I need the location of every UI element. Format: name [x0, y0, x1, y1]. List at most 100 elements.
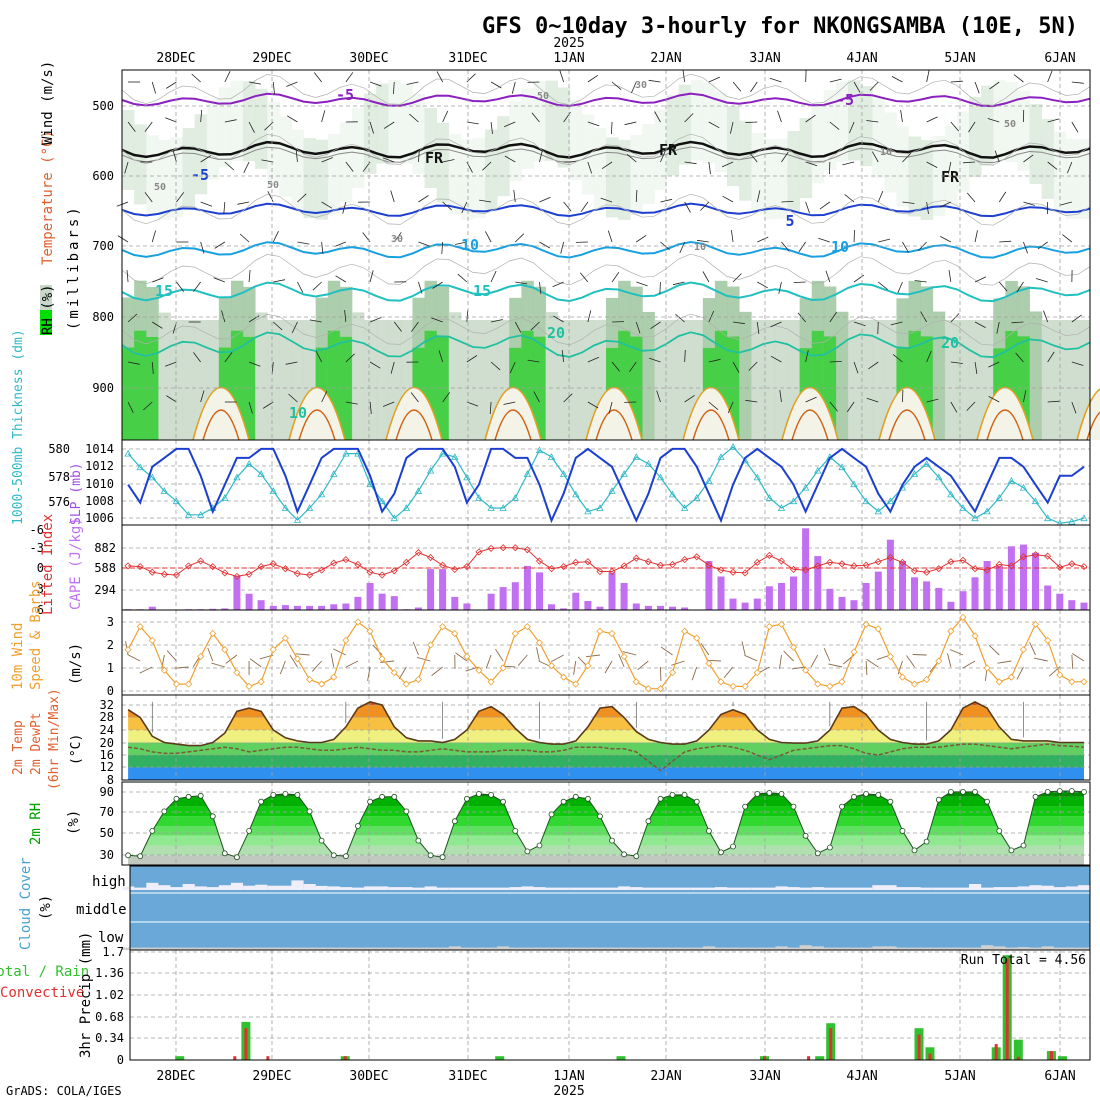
- cape-bar: [971, 577, 979, 610]
- wind10-point: [789, 643, 798, 651]
- lifted-point: [644, 558, 652, 566]
- rh-shade-col: [364, 320, 377, 440]
- lifted-point: [499, 544, 507, 552]
- cloud-low-gap: [775, 946, 788, 950]
- cape-bar: [862, 583, 870, 610]
- thickness-point: [777, 504, 786, 511]
- cloud-high-gap: [908, 887, 921, 890]
- precip-label: 3hr Precip (mm): [78, 932, 94, 1058]
- wind-barb: [124, 161, 129, 174]
- wind10-barb: [380, 660, 395, 663]
- wind10-barb: [637, 660, 649, 671]
- cloud-high-gap: [944, 887, 958, 890]
- cape-bar: [753, 598, 761, 610]
- cloud-high-gap: [158, 885, 171, 890]
- rh-shade-mid: [279, 116, 292, 197]
- rh2m-point: [258, 798, 265, 805]
- wind-barb: [382, 401, 395, 407]
- wind10-barb: [660, 646, 673, 656]
- wind-barb: [409, 113, 419, 123]
- wind-barb: [675, 313, 685, 323]
- wind-barb: [793, 281, 806, 283]
- pressure-tick: 700: [92, 239, 114, 253]
- thickness-point: [511, 493, 519, 501]
- wind-barb: [144, 192, 153, 203]
- wind-barb: [636, 234, 647, 243]
- precip-tick: 1.02: [95, 988, 124, 1002]
- wind-barb: [940, 236, 952, 243]
- cloud-low-gap: [472, 947, 486, 950]
- rh2m-point: [282, 791, 289, 797]
- thickness-point: [535, 446, 544, 454]
- thickness-point: [293, 516, 302, 523]
- rh-shade-mid: [727, 106, 740, 187]
- wind10-point: [850, 648, 858, 656]
- convective-bar: [807, 1056, 811, 1060]
- cape-bar: [427, 569, 435, 610]
- wind10-point: [197, 652, 205, 661]
- wind-barb: [842, 161, 855, 166]
- temp-tick: 28: [100, 710, 114, 724]
- lifted-point: [620, 562, 628, 570]
- cloud-high-gap: [521, 886, 534, 890]
- date-label-bottom: 28DEC: [156, 1069, 195, 1084]
- lifted-point: [535, 557, 544, 565]
- wind10-point: [753, 669, 761, 677]
- cloud-low-label: low: [98, 930, 124, 946]
- cloud-high-gap: [799, 887, 812, 890]
- precip-tick: 1.36: [95, 966, 124, 980]
- wind-barb: [513, 190, 516, 203]
- cape-bar: [1068, 600, 1076, 610]
- cloud-high-gap: [1017, 886, 1030, 890]
- cloud-low-gap: [255, 947, 268, 950]
- wind10-barb: [455, 652, 468, 662]
- cloud-low-gap: [1053, 947, 1066, 950]
- wind-barb: [345, 353, 355, 363]
- cloud-high-gap: [206, 887, 219, 890]
- wind-barb: [530, 321, 540, 331]
- lifted-point: [983, 566, 991, 574]
- year-label-bottom: 2025: [553, 1084, 584, 1099]
- rh2m-point: [1020, 842, 1027, 849]
- lifted-point: [269, 560, 277, 568]
- rh2m-point: [1081, 789, 1087, 795]
- wind-barb: [457, 273, 468, 283]
- wind10-point: [330, 673, 338, 681]
- cloud-high-gap: [932, 887, 945, 890]
- lifted-point: [342, 556, 350, 564]
- wind-barb: [748, 361, 758, 371]
- surface-heating-arc-inner: [1086, 411, 1100, 441]
- wind-barb: [902, 241, 909, 253]
- wind-barb: [660, 241, 670, 251]
- lifted-point: [293, 570, 302, 578]
- cape-bar: [366, 583, 374, 610]
- wind10-barb: [551, 654, 564, 662]
- wind-barb: [224, 352, 233, 363]
- wind-barb: [285, 361, 298, 365]
- wind-barb: [127, 361, 140, 365]
- wind-barb: [172, 150, 177, 163]
- rh-shade-mid: [303, 138, 317, 219]
- cloud-low-gap: [823, 947, 837, 950]
- temp2m-unit: (°C): [69, 734, 84, 765]
- wind-barb: [295, 150, 298, 163]
- lifted-point: [596, 567, 604, 576]
- rh-shade-high: [146, 336, 159, 440]
- isotherm-label: 10: [289, 404, 307, 422]
- cloud-high-gap: [860, 887, 873, 890]
- rh-shade-col: [158, 312, 171, 440]
- thickness-point: [269, 487, 277, 494]
- lifted-point: [802, 566, 810, 574]
- dewpt2m-label: 2m DewPt: [29, 712, 44, 775]
- thickness-point: [850, 480, 858, 488]
- wind10-barb: [671, 660, 685, 666]
- wind-barb: [988, 361, 1000, 368]
- rh2m-point: [173, 795, 180, 802]
- rh-shade-high: [339, 336, 353, 440]
- wind-barb: [601, 161, 613, 170]
- wind-barb: [321, 241, 324, 254]
- wind10-point: [245, 682, 253, 690]
- wind10-point: [886, 652, 894, 661]
- wind-barb: [989, 81, 1000, 90]
- rh2m-point: [221, 850, 228, 857]
